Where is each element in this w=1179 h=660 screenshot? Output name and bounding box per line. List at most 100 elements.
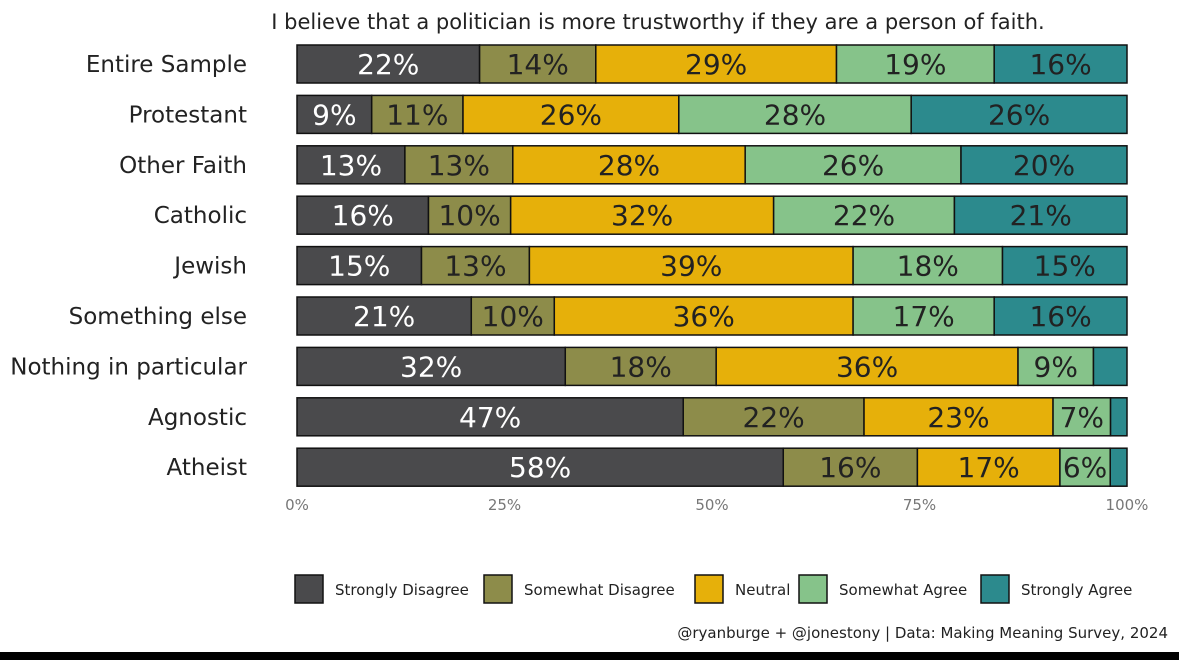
bar-segment	[528, 245, 854, 286]
category-label: Protestant	[129, 102, 247, 128]
bar-segment	[296, 195, 430, 235]
legend-label: Somewhat Agree	[839, 581, 967, 599]
bar-segment	[678, 94, 912, 135]
data-label: 6%	[1063, 451, 1107, 484]
data-label: 17%	[893, 300, 955, 333]
category-label: Agnostic	[148, 405, 247, 431]
data-label: 28%	[598, 149, 660, 182]
data-label: 13%	[320, 149, 382, 182]
bar-segment	[512, 145, 746, 185]
bar-segment	[682, 397, 865, 437]
legend-label: Somewhat Disagree	[524, 581, 675, 599]
legend-label: Strongly Agree	[1021, 581, 1132, 599]
bar-segment	[1001, 245, 1128, 286]
data-label: 26%	[988, 98, 1050, 131]
data-label: 10%	[438, 199, 500, 232]
category-label: Other Faith	[119, 153, 247, 179]
bar-segment	[370, 94, 464, 135]
data-label: 16%	[1029, 300, 1091, 333]
legend-swatch	[294, 574, 324, 604]
data-label: 13%	[428, 149, 490, 182]
bar-segment	[744, 145, 962, 185]
bar-segment	[595, 44, 838, 84]
data-label: 26%	[540, 98, 602, 131]
data-label: 15%	[328, 250, 390, 283]
data-label: 29%	[685, 48, 747, 81]
legend-label: Strongly Disagree	[335, 581, 469, 599]
bar-segment	[296, 397, 684, 437]
bar-segment	[478, 44, 597, 84]
bar-segment	[993, 44, 1128, 84]
data-label: 28%	[764, 98, 826, 131]
bottom-band	[0, 652, 1179, 660]
bar-segment	[1109, 447, 1128, 487]
bar-segment	[782, 447, 919, 487]
data-label: 18%	[897, 250, 959, 283]
chart-title: I believe that a politician is more trus…	[271, 10, 1044, 34]
bar-segment	[916, 447, 1061, 487]
data-label: 39%	[660, 250, 722, 283]
legend-swatch	[483, 574, 513, 604]
data-label: 20%	[1013, 149, 1075, 182]
data-label: 36%	[836, 350, 898, 383]
bar-segment	[910, 94, 1128, 135]
bar-segment	[509, 195, 775, 235]
legend-label: Neutral	[735, 581, 790, 599]
bar-segment	[296, 44, 481, 84]
data-label: 17%	[958, 451, 1020, 484]
category-label: Atheist	[167, 455, 247, 481]
data-label: 21%	[1010, 199, 1072, 232]
bar-segment	[1059, 447, 1111, 487]
category-label: Entire Sample	[86, 52, 247, 78]
data-label: 13%	[444, 250, 506, 283]
bar-segment	[852, 296, 995, 336]
data-label: 58%	[509, 451, 571, 484]
data-label: 22%	[743, 401, 805, 434]
data-label: 16%	[1029, 48, 1091, 81]
data-label: 10%	[482, 300, 544, 333]
bar-segment	[427, 195, 512, 235]
category-label: Jewish	[172, 254, 247, 280]
data-label: 22%	[357, 48, 419, 81]
data-label: 26%	[822, 149, 884, 182]
bar-segment	[296, 94, 373, 135]
legend-swatch	[798, 574, 828, 604]
bar-segment	[1109, 397, 1128, 437]
bar-segment	[772, 195, 956, 235]
data-label: 9%	[312, 98, 356, 131]
data-label: 18%	[610, 350, 672, 383]
x-tick-label: 75%	[903, 496, 936, 514]
data-label: 22%	[833, 199, 895, 232]
data-label: 47%	[459, 401, 521, 434]
bar-segment	[953, 195, 1128, 235]
data-label: 21%	[353, 300, 415, 333]
category-label: Something else	[69, 304, 247, 330]
bar-segment	[1017, 346, 1095, 387]
data-label: 32%	[400, 350, 462, 383]
data-label: 36%	[673, 300, 735, 333]
bar-segment	[1052, 397, 1112, 437]
legend-swatch	[694, 574, 724, 604]
bar-segment	[404, 145, 514, 185]
data-label: 16%	[819, 451, 881, 484]
bar-segment	[863, 397, 1054, 437]
category-label: Nothing in particular	[10, 354, 247, 380]
data-label: 32%	[611, 199, 673, 232]
data-label: 23%	[927, 401, 989, 434]
legend-swatch	[980, 574, 1010, 604]
bar-segment	[960, 145, 1128, 185]
x-tick-label: 50%	[695, 496, 728, 514]
chart-caption: @ryanburge + @jonestony | Data: Making M…	[677, 624, 1168, 642]
data-label: 7%	[1060, 401, 1104, 434]
bar-segment	[993, 296, 1128, 336]
bar-segment	[1092, 346, 1128, 387]
bar-segment	[553, 296, 854, 336]
bar-segment	[462, 94, 680, 135]
data-label: 15%	[1034, 250, 1096, 283]
data-label: 11%	[386, 98, 448, 131]
category-label: Catholic	[154, 203, 247, 229]
x-tick-label: 0%	[285, 496, 309, 514]
bar-segment	[470, 296, 556, 336]
data-label: 16%	[332, 199, 394, 232]
